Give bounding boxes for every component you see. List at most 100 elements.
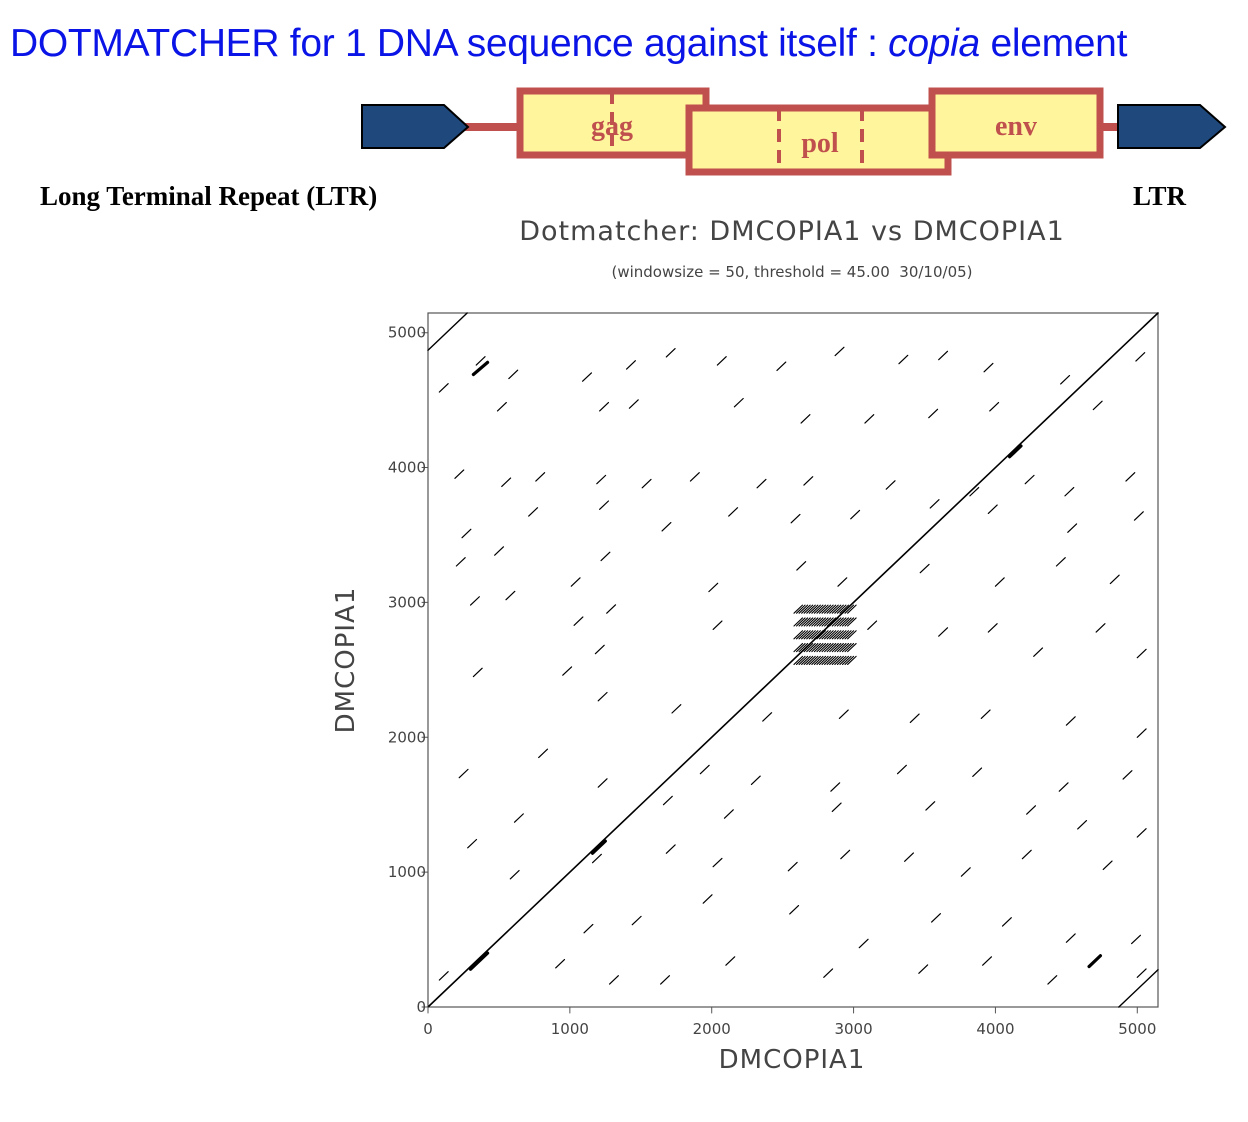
repeat-block-match bbox=[818, 630, 829, 640]
pol-label: pol bbox=[801, 128, 839, 159]
repeat-block-match bbox=[831, 630, 842, 640]
repeat-block-match bbox=[839, 604, 850, 614]
short-match bbox=[467, 838, 478, 849]
short-match bbox=[573, 616, 584, 626]
short-match bbox=[1033, 647, 1044, 657]
short-match bbox=[898, 354, 909, 365]
short-match bbox=[1136, 968, 1147, 978]
ltr-right-arrow bbox=[1117, 104, 1227, 149]
short-match bbox=[885, 480, 896, 490]
repeat-block-match bbox=[836, 604, 847, 614]
short-match bbox=[1135, 352, 1146, 362]
repeat-block-match bbox=[834, 617, 844, 627]
slide-title-italic: copia bbox=[888, 22, 980, 65]
short-match bbox=[1064, 486, 1075, 497]
repeat-block-match bbox=[798, 642, 809, 653]
repeat-block-match bbox=[813, 642, 824, 653]
repeat-block-match bbox=[834, 630, 844, 640]
short-match bbox=[454, 469, 465, 479]
short-match bbox=[790, 513, 801, 524]
repeat-block-match bbox=[808, 655, 819, 666]
repeat-block-match bbox=[831, 617, 842, 627]
repeat-block-match bbox=[826, 604, 837, 614]
repeat-block-match bbox=[824, 655, 834, 666]
short-match bbox=[830, 782, 841, 792]
repeat-block-match bbox=[798, 617, 809, 627]
repeat-block-match bbox=[826, 630, 837, 640]
short-match bbox=[596, 474, 607, 485]
short-match bbox=[983, 362, 994, 373]
repeat-block-match bbox=[806, 642, 816, 653]
short-match bbox=[438, 971, 449, 981]
x-tick-label: 4000 bbox=[976, 1020, 1014, 1038]
copia-element-diagram: gag pol env Long Terminal Repeat (LTR) L… bbox=[40, 87, 1227, 211]
short-match bbox=[600, 551, 611, 562]
short-match bbox=[591, 853, 602, 864]
short-match bbox=[864, 414, 875, 424]
short-match bbox=[469, 596, 480, 606]
short-match bbox=[904, 852, 915, 862]
short-match bbox=[665, 844, 676, 854]
short-match bbox=[831, 802, 842, 813]
repeat-block-match bbox=[821, 604, 832, 614]
chart-title: Dotmatcher: DMCOPIA1 vs DMCOPIA1 bbox=[519, 216, 1065, 247]
repeat-block-match bbox=[808, 617, 819, 627]
short-match bbox=[982, 956, 993, 966]
x-tick-label: 2000 bbox=[693, 1020, 731, 1038]
repeat-block-match bbox=[806, 630, 816, 640]
y-tick-label: 1000 bbox=[388, 863, 426, 881]
repeat-block-match bbox=[793, 617, 804, 627]
short-match bbox=[823, 968, 834, 978]
repeat-block-match bbox=[839, 617, 850, 627]
ltr-left-arrow bbox=[361, 104, 470, 149]
short-match bbox=[994, 577, 1005, 587]
short-match bbox=[762, 712, 773, 722]
short-match bbox=[1109, 574, 1120, 585]
repeat-block-match bbox=[841, 617, 852, 627]
repeat-block-match bbox=[808, 642, 819, 653]
repeat-block-match bbox=[816, 630, 827, 640]
repeat-block-match bbox=[803, 630, 814, 640]
repeat-block-match bbox=[801, 655, 811, 666]
short-match bbox=[599, 401, 610, 412]
repeat-block-match bbox=[847, 642, 857, 653]
repeat-block-match bbox=[813, 617, 824, 627]
repeat-block-match bbox=[808, 630, 819, 640]
short-match bbox=[909, 713, 920, 724]
short-match bbox=[583, 923, 594, 934]
short-match bbox=[570, 577, 581, 587]
short-match bbox=[987, 623, 998, 633]
short-match bbox=[438, 383, 449, 393]
short-match bbox=[599, 500, 610, 510]
repeat-block-match bbox=[841, 604, 852, 614]
short-match bbox=[597, 691, 608, 702]
repeat-block-match bbox=[801, 642, 811, 653]
repeat-block-match bbox=[798, 604, 809, 614]
repeat-block-match bbox=[795, 617, 806, 627]
short-match bbox=[628, 399, 639, 409]
x-tick-label: 5000 bbox=[1118, 1020, 1156, 1038]
short-match bbox=[867, 620, 878, 630]
repeat-block-match bbox=[824, 604, 834, 614]
repeat-block-match bbox=[824, 630, 834, 640]
short-match bbox=[660, 975, 671, 985]
repeat-block-match bbox=[847, 630, 857, 640]
short-match bbox=[938, 350, 949, 361]
repeat-block-match bbox=[834, 604, 844, 614]
short-match bbox=[919, 563, 930, 574]
repeat-block-match bbox=[793, 604, 804, 614]
repeat-block-match bbox=[841, 630, 852, 640]
short-match bbox=[750, 775, 761, 786]
repeat-block-match bbox=[821, 655, 832, 666]
short-match bbox=[665, 348, 676, 358]
repeat-block-match bbox=[798, 630, 809, 640]
short-match bbox=[631, 915, 642, 926]
repeat-block-match bbox=[801, 617, 811, 627]
repeat-block-match bbox=[829, 642, 839, 653]
short-match bbox=[1131, 934, 1142, 945]
short-match bbox=[1065, 716, 1076, 726]
repeat-block-match bbox=[826, 642, 837, 653]
short-match bbox=[716, 356, 727, 366]
repeat-block-match bbox=[829, 604, 839, 614]
short-match bbox=[756, 478, 767, 489]
